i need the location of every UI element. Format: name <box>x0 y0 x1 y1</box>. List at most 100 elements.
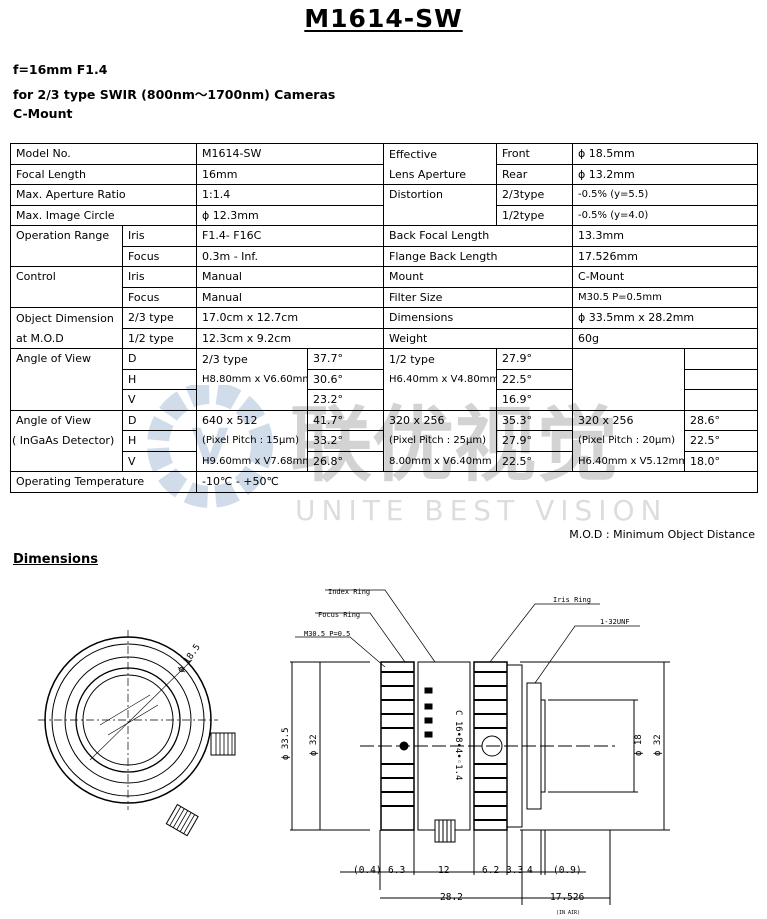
value-model: M1614-SW <box>196 143 385 165</box>
label-d: D <box>121 409 198 431</box>
table-row: Operating Temperature -10℃ - +50℃ <box>9 471 759 493</box>
table-row: Angle of View D 640 x 512 41.7° 320 x 25… <box>10 409 759 431</box>
table-row: V 23.2° 16.9° <box>11 389 759 411</box>
iris-ring-label: Iris Ring <box>553 596 591 604</box>
label-v: V <box>121 450 198 472</box>
mount-thread-label: 1-32UNF <box>600 618 630 626</box>
value-circle: ϕ 12.3mm <box>196 204 385 226</box>
label-iris: Iris <box>121 266 198 288</box>
aov-12-type: 1/2 type <box>383 348 498 369</box>
dim-value: (0.4) <box>353 865 382 876</box>
label-operation-range: Operation Range <box>10 225 123 267</box>
dia-335-label: ϕ 33.5 <box>281 727 291 760</box>
aov-23-type: 2/3 type <box>196 348 309 369</box>
empty-cell <box>196 389 309 411</box>
value-front: ϕ 18.5mm <box>572 143 759 165</box>
spec-line-camera: for 2/3 type SWIR (800nm〜1700nm) Cameras <box>13 87 336 102</box>
aov-23-v: 23.2° <box>307 389 385 411</box>
label-aov-ingaas: Angle of View <box>10 409 123 431</box>
det3-pitch: (Pixel Pitch : 20μm) <box>572 430 686 451</box>
dimension-values: (0.4) 6.3 12 6.2 3.3 4 (0.9) 28.2 17.526… <box>353 865 585 916</box>
table-row: V H9.60mm x V7.68mm 26.8° 8.00mm x V6.40… <box>10 450 759 472</box>
empty-cell <box>684 348 759 370</box>
value-temperature: -10℃ - +50℃ <box>196 471 759 493</box>
front-view: ϕ 18.5 <box>38 630 236 837</box>
label-h: H <box>121 368 198 390</box>
spec-table: Model No. M1614-SW Effective Front ϕ 18.… <box>9 143 759 493</box>
det3-aov-d: 28.6° <box>684 409 759 431</box>
dia-32-label: ϕ 32 <box>309 734 319 756</box>
empty-cell <box>10 451 123 472</box>
front-dia-label: ϕ 18.5 <box>176 643 203 675</box>
dim-value: 6.3 <box>388 865 405 876</box>
label-v: V <box>121 389 198 411</box>
label-focus: Focus <box>121 245 198 267</box>
det3-size: H6.40mm x V5.12mm <box>572 451 686 472</box>
value-objdim-12: 12.3cm x 9.2cm <box>196 327 385 349</box>
label-circle: Max. Image Circle <box>9 204 198 226</box>
value-filter: M30.5 P=0.5mm <box>572 286 759 308</box>
dimension-drawing: ϕ 18.5 C 16•8•4•◦1.4 ϕ 33.5 ϕ 32 ϕ 18 ϕ … <box>38 588 670 916</box>
table-row: Operation Range Iris F1.4- F16C Back Foc… <box>10 225 759 267</box>
det1-aov-d: 41.7° <box>307 409 385 431</box>
dimensions-heading: Dimensions <box>13 552 98 567</box>
det3-res: 320 x 256 <box>572 409 686 431</box>
side-view: C 16•8•4•◦1.4 ϕ 33.5 ϕ 32 ϕ 18 ϕ 32 Inde… <box>281 588 670 905</box>
label-type-23: 2/3 type <box>121 307 198 329</box>
det1-pitch: (Pixel Pitch : 15μm) <box>196 430 309 451</box>
dim-flange: 17.526 <box>550 892 585 903</box>
value-focus-range: 0.3m - Inf. <box>196 245 385 267</box>
aov-12-size: H6.40mm x V4.80mm <box>383 369 498 390</box>
label-focal: Focal Length <box>9 163 198 185</box>
value-dist-12: -0.5% (y=4.0) <box>572 204 759 226</box>
aov-23-size: H8.80mm x V6.60mm <box>196 369 309 390</box>
label-type-12: 1/2 type <box>121 327 198 349</box>
filter-thread-label: M30.5 P=0.5 <box>304 630 350 638</box>
aov-12-d: 27.9° <box>496 348 574 370</box>
det3-aov-h: 22.5° <box>684 430 759 452</box>
value-rear: ϕ 13.2mm <box>572 163 759 185</box>
value-aperture: 1:1.4 <box>196 184 385 206</box>
value-iris-control: Manual <box>196 266 385 288</box>
label-front: Front <box>496 143 574 165</box>
value-mount: C-Mount <box>572 266 759 288</box>
index-ring-label: Index Ring <box>328 588 370 596</box>
dim-value: (0.9) <box>553 865 582 876</box>
det2-aov-v: 22.5° <box>496 450 574 472</box>
aov-12-v: 16.9° <box>496 389 574 411</box>
label-weight: Weight <box>383 327 574 349</box>
mod-note: M.O.D : Minimum Object Distance <box>569 528 755 541</box>
table-row: Max. Aperture Ratio 1:1.4 Distortion 2/3… <box>9 184 759 226</box>
label-h: H <box>121 430 198 452</box>
value-dist-23: -0.5% (y=5.5) <box>572 184 759 206</box>
label-at-mod: at M.O.D <box>10 328 123 349</box>
dim-value: 3.3 <box>506 865 523 876</box>
table-row: Focal Length 16mm Lens Aperture Rear ϕ 1… <box>9 163 759 185</box>
label-dist-23: 2/3type <box>496 184 574 206</box>
table-row: at M.O.D 1/2 type 12.3cm x 9.2cm Weight … <box>10 327 759 349</box>
dim-value: 4 <box>527 865 533 876</box>
value-bfl: 13.3mm <box>572 225 759 247</box>
label-angle-of-view: Angle of View <box>10 348 123 411</box>
dia-32b-label: ϕ 32 <box>653 734 663 756</box>
table-row: Focus Manual Filter Size M30.5 P=0.5mm <box>11 286 759 308</box>
table-row: Angle of View D 2/3 type 37.7° 1/2 type … <box>10 348 759 411</box>
aov-23-d: 37.7° <box>307 348 385 370</box>
det1-aov-v: 26.8° <box>307 450 385 472</box>
label-temperature: Operating Temperature <box>9 471 198 493</box>
det2-aov-d: 35.3° <box>496 409 574 431</box>
table-row: Control Iris Manual Mount C-Mount <box>10 266 759 308</box>
value-focal: 16mm <box>196 163 385 185</box>
label-dist-12: 1/2type <box>496 204 574 226</box>
in-air-note: (IN AIR) <box>556 910 580 916</box>
det1-size: H9.60mm x V7.68mm <box>196 451 309 472</box>
table-row: Object Dimension 2/3 type 17.0cm x 12.7c… <box>10 307 759 329</box>
label-d: D <box>121 348 198 370</box>
label-ingaas-detector: ( InGaAs Detector) <box>10 430 123 451</box>
value-focus-control: Manual <box>196 286 385 308</box>
table-row: Model No. M1614-SW Effective Front ϕ 18.… <box>9 143 759 165</box>
label-lens-aperture: Lens Aperture <box>383 164 498 185</box>
dim-total: 28.2 <box>440 892 463 903</box>
label-object-dimension: Object Dimension <box>10 307 123 328</box>
label-effective: Effective <box>383 143 498 164</box>
